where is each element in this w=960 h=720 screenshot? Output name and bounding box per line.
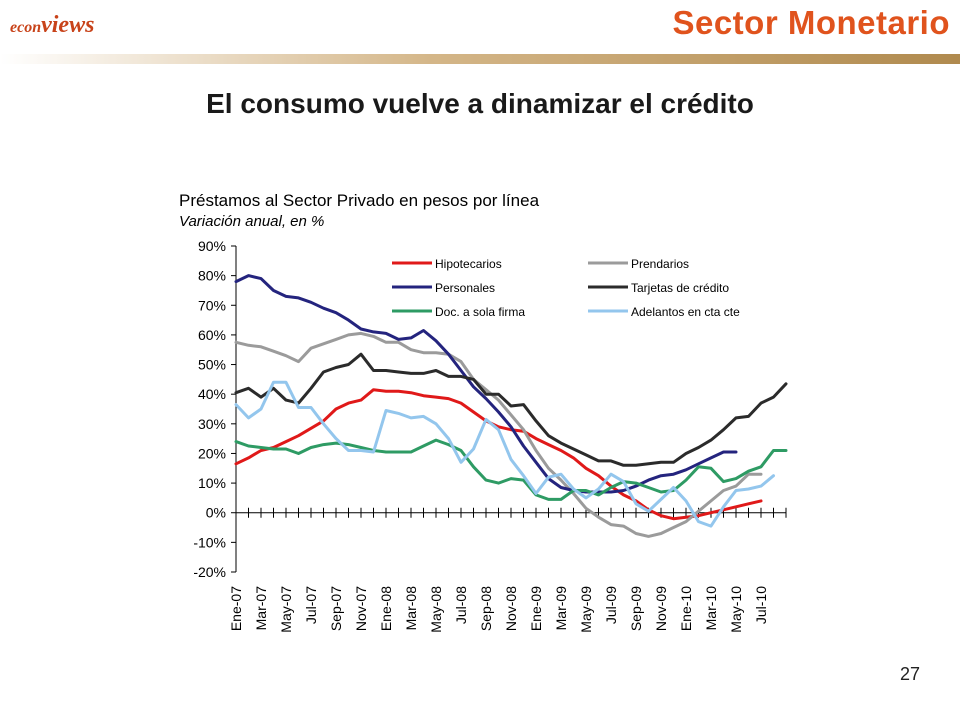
slide-title: El consumo vuelve a dinamizar el crédito: [206, 88, 754, 119]
series-line-tarjetas-de-cr-dito: [234, 352, 788, 467]
series-line-doc-a-sola-firma: [234, 438, 788, 501]
legend-label: Tarjetas de crédito: [631, 281, 729, 295]
y-tick-label: -20%: [193, 564, 226, 580]
section-title: Sector Monetario: [672, 4, 950, 41]
x-tick-label: Nov-07: [353, 586, 369, 631]
y-tick-label: 80%: [198, 268, 226, 284]
y-tick-label: -10%: [193, 534, 226, 550]
x-tick-label: Sep-08: [478, 586, 494, 631]
x-tick-label: Jul-07: [303, 586, 319, 624]
x-tick-label: Sep-09: [628, 586, 644, 631]
legend-label: Adelantos en cta cte: [631, 305, 740, 319]
x-tick-label: Ene-10: [678, 586, 694, 631]
x-tick-label: Mar-07: [253, 586, 269, 631]
legend-label: Personales: [435, 281, 495, 295]
legend-label: Doc. a sola firma: [435, 305, 525, 319]
x-tick-label: Nov-09: [653, 586, 669, 631]
x-tick-label: May-07: [278, 586, 294, 633]
econviews-logo: econviews: [10, 12, 95, 38]
series-line-hipotecarios: [234, 388, 763, 521]
x-tick-label: Ene-07: [228, 586, 244, 631]
series-line-personales: [234, 274, 738, 494]
x-tick-label: Mar-09: [553, 586, 569, 631]
legend-label: Hipotecarios: [435, 257, 502, 271]
y-tick-label: 20%: [198, 445, 226, 461]
x-tick-label: Ene-09: [528, 586, 544, 631]
y-tick-label: 50%: [198, 357, 226, 373]
y-tick-label: 0%: [206, 505, 226, 521]
series-line-adelantos-en-cta-cte: [234, 380, 775, 528]
x-tick-label: Jul-09: [603, 586, 619, 624]
page-number: 27: [899, 664, 920, 684]
chart-title: Préstamos al Sector Privado en pesos por…: [179, 191, 540, 210]
x-tick-label: May-08: [428, 586, 444, 633]
x-tick-label: Ene-08: [378, 586, 394, 631]
x-tick-label: May-09: [578, 586, 594, 633]
series-line-prendarios: [234, 331, 763, 538]
x-tick-label: Jul-08: [453, 586, 469, 624]
x-tick-label: Jul-10: [753, 586, 769, 624]
chart-subtitle: Variación anual, en %: [179, 213, 325, 230]
header-bar: [0, 54, 960, 64]
x-tick-label: May-10: [728, 586, 744, 633]
x-tick-label: Mar-10: [703, 586, 719, 631]
x-tick-label: Mar-08: [403, 586, 419, 631]
y-tick-label: 30%: [198, 416, 226, 432]
y-tick-label: 60%: [198, 327, 226, 343]
y-tick-label: 90%: [198, 238, 226, 254]
x-tick-label: Nov-08: [503, 586, 519, 631]
y-tick-label: 40%: [198, 386, 226, 402]
x-tick-label: Sep-07: [328, 586, 344, 631]
y-tick-label: 70%: [198, 297, 226, 313]
y-tick-label: 10%: [198, 475, 226, 491]
legend-label: Prendarios: [631, 257, 689, 271]
